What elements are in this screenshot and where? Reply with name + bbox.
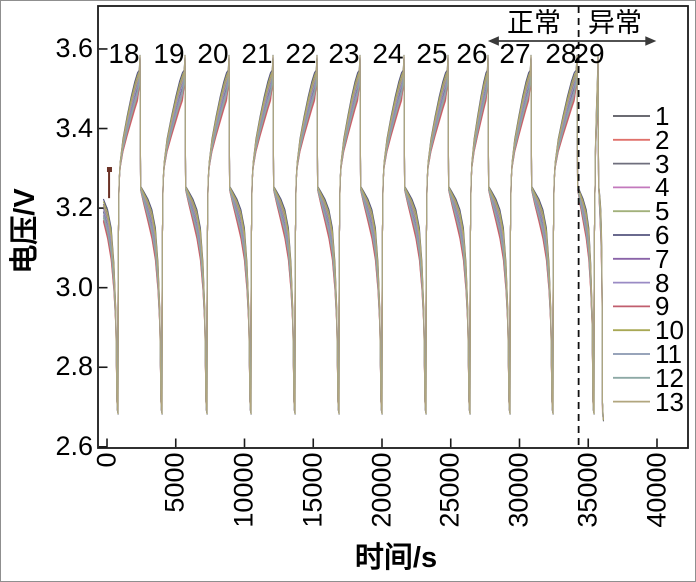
legend-item-1: 1: [655, 101, 670, 131]
legend-item-5: 5: [655, 196, 670, 227]
legend-item-2: 2: [655, 124, 670, 155]
y-tick-label: 3.2: [55, 192, 93, 223]
x-tick-label: 40000: [641, 452, 671, 528]
series-13-curve: [102, 55, 604, 420]
legend-item-9: 9: [655, 291, 670, 322]
plot-frame: [97, 5, 689, 449]
legend-item-10: 10: [655, 315, 684, 346]
cycle-label: 28: [545, 38, 577, 69]
x-tick-label: 15000: [297, 452, 328, 528]
x-tick-label: 20000: [366, 452, 396, 528]
y-tick-label: 3.6: [55, 33, 93, 63]
x-tick-label: 25000: [434, 452, 465, 528]
legend-item-4: 4: [655, 172, 670, 203]
legend-item-7: 7: [655, 243, 670, 274]
legend-item-8: 8: [655, 267, 670, 298]
cycle-label: 25: [416, 38, 448, 69]
legend-item-11: 11: [655, 339, 682, 369]
legend-item-3: 3: [655, 148, 670, 179]
abnormal-annotation: 异常: [588, 8, 642, 38]
legend-item-12: 12: [655, 362, 684, 393]
cycle-label: 21: [241, 38, 273, 69]
legend-item-6: 6: [655, 220, 670, 250]
y-tick-label: 3.4: [55, 112, 93, 143]
y-tick-label: 2.6: [55, 430, 93, 461]
x-tick-label: 30000: [503, 452, 534, 528]
cycle-label: 18: [108, 38, 140, 69]
legend-item-13: 13: [655, 386, 684, 417]
cycle-label: 27: [499, 38, 531, 69]
start-marker: [106, 167, 112, 173]
cycle-label: 26: [456, 38, 488, 69]
arrowhead-left-icon: [487, 36, 499, 46]
cycle-label: 20: [197, 38, 229, 69]
x-tick-label: 10000: [228, 452, 259, 528]
y-tick-label: 2.8: [55, 351, 93, 382]
arrowhead-right-icon: [645, 36, 657, 46]
cycle-label: 29: [573, 38, 605, 69]
y-tick-label: 3.0: [55, 271, 93, 302]
x-axis-label: 时间/s: [354, 542, 438, 574]
x-tick-label: 0: [91, 452, 121, 468]
cycle-label: 19: [153, 38, 185, 69]
cycle-label: 23: [328, 38, 360, 69]
normal-annotation: 正常: [507, 8, 561, 38]
cycle-label: 22: [285, 38, 317, 69]
x-tick-label: 5000: [159, 452, 190, 513]
x-tick-label: 35000: [572, 452, 603, 528]
cycle-label: 24: [372, 38, 404, 69]
